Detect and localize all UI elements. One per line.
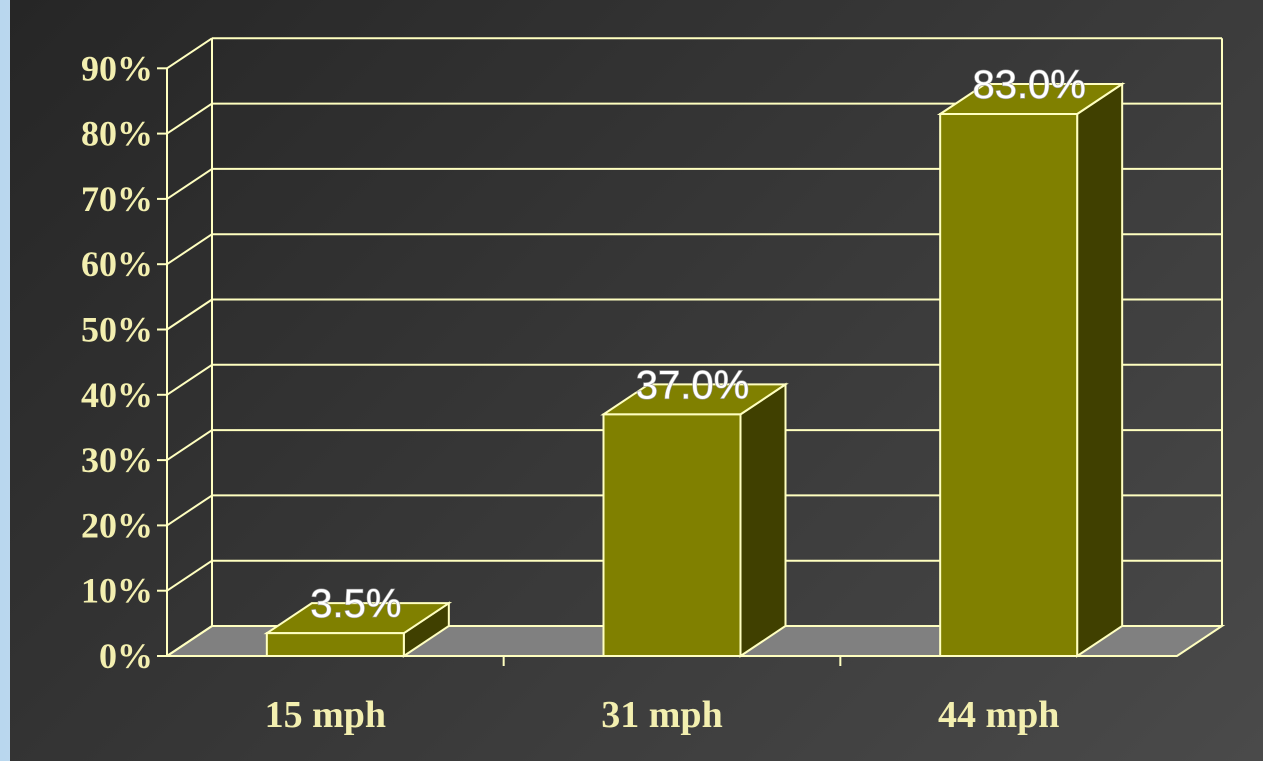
bar-chart: 0% 10% 20% 30% 40% 50% 60% 70% 80% 90% 3.5% 15 mph… [81, 37, 1226, 736]
data-label: 3.5% [310, 582, 401, 626]
data-label: 37.0% [636, 363, 749, 407]
y-tick-label: 0% [99, 636, 153, 676]
y-tick-label: 20% [81, 505, 153, 545]
data-label: 83.0% [972, 63, 1085, 107]
y-tick-label: 70% [81, 179, 153, 219]
x-category-label: 31 mph [601, 694, 722, 736]
bar [939, 113, 1079, 657]
bar-side [1076, 82, 1124, 658]
bars-layer [263, 82, 1126, 658]
side-wall-gridline [166, 625, 213, 657]
bar [265, 632, 405, 658]
side-wall-gridline [166, 168, 213, 200]
side-wall-gridline [166, 102, 213, 135]
y-tick-label: 40% [81, 375, 153, 415]
y-tick-label: 30% [81, 440, 153, 480]
side-wall-gridline [166, 429, 213, 461]
side-wall-gridline [166, 494, 213, 527]
y-tick-label: 60% [81, 244, 153, 284]
y-tick-label: 80% [81, 114, 153, 154]
bar-side [739, 382, 787, 658]
side-wall-gridline [166, 37, 213, 70]
labels-layer: 3.5% 15 mph 37.0% 31 mph 83.0% 44 mph [265, 62, 1087, 736]
y-tick-label: 90% [81, 48, 153, 88]
chart-panel: 0% 10% 20% 30% 40% 50% 60% 70% 80% 90% 3.5% 15 mph… [10, 0, 1263, 761]
side-wall-gridline [166, 559, 213, 592]
side-wall-gridline [166, 298, 213, 331]
bar [602, 413, 742, 658]
y-tick-label: 50% [81, 310, 153, 350]
y-tick-label: 10% [81, 571, 153, 611]
y-axis-layer: 0% 10% 20% 30% 40% 50% 60% 70% 80% 90% [81, 48, 1177, 676]
side-wall-gridline [166, 363, 213, 396]
x-category-label: 44 mph [938, 694, 1059, 736]
side-wall-gridline [166, 233, 213, 266]
x-category-label: 15 mph [265, 694, 386, 736]
